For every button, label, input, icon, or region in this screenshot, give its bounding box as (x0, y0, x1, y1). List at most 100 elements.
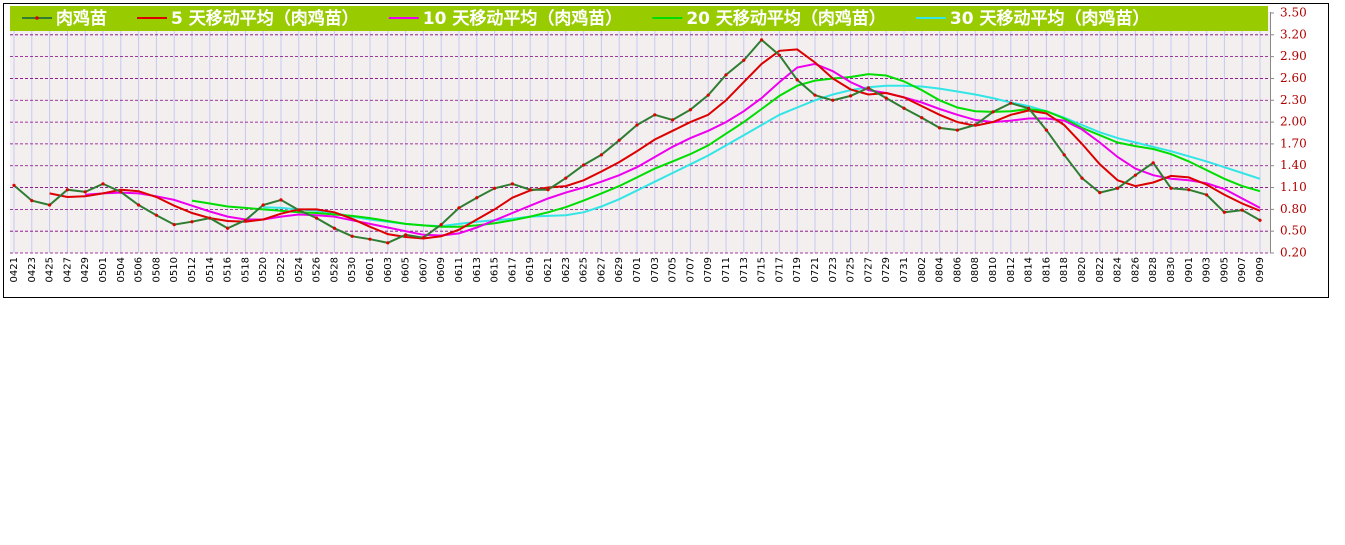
data-point (457, 206, 461, 210)
x-tick-label: 0729 (881, 257, 892, 282)
data-point (1222, 210, 1226, 214)
data-point (1027, 106, 1031, 110)
x-tick-label: 0909 (1255, 257, 1266, 282)
x-tick-label: 0703 (650, 257, 661, 282)
x-tick-label: 0524 (294, 257, 305, 282)
x-tick-label: 0723 (828, 257, 839, 282)
x-tick-label: 0828 (1148, 257, 1159, 282)
x-tick-label: 0715 (757, 257, 768, 282)
data-point (528, 188, 532, 192)
data-point (849, 94, 853, 98)
data-point (421, 236, 425, 240)
x-tick-label: 0822 (1095, 257, 1106, 282)
x-tick-label: 0611 (454, 257, 465, 282)
x-tick-label: 0623 (561, 257, 572, 282)
x-tick-label: 0629 (614, 257, 625, 282)
x-tick-label: 0619 (525, 257, 536, 282)
data-point (831, 98, 835, 102)
data-point (119, 190, 123, 194)
x-tick-label: 0520 (258, 257, 269, 282)
x-tick-label: 0605 (401, 257, 412, 282)
data-point (65, 188, 69, 192)
data-point (350, 234, 354, 238)
x-tick-label: 0709 (703, 257, 714, 282)
data-point (671, 118, 675, 122)
x-tick-label: 0903 (1202, 257, 1213, 282)
x-tick-label: 0818 (1059, 257, 1070, 282)
data-point (955, 128, 960, 132)
x-tick-label: 0721 (810, 257, 821, 282)
data-point (635, 123, 639, 127)
data-point (884, 96, 888, 100)
x-tick-label: 0727 (863, 257, 874, 282)
x-tick-label: 0508 (151, 257, 162, 282)
y-tick-label: 2.60 (1280, 71, 1307, 85)
x-tick-label: 0707 (685, 257, 696, 282)
x-tick-label: 0711 (721, 257, 732, 282)
data-point (938, 126, 942, 130)
data-point (137, 203, 141, 207)
data-point (368, 237, 372, 241)
x-tick-label: 0824 (1113, 257, 1124, 282)
x-tick-label: 0816 (1041, 257, 1052, 282)
y-tick-label: 1.70 (1280, 136, 1307, 150)
data-point (83, 190, 87, 194)
legend-label: 5 天移动平均（肉鸡苗） (171, 8, 359, 29)
series-line (191, 73, 1261, 228)
data-point (332, 226, 336, 230)
y-tick-label: 3.20 (1280, 27, 1307, 41)
data-point (1116, 186, 1120, 190)
x-tick-label: 0425 (45, 257, 56, 282)
x-tick-label: 0725 (846, 257, 857, 282)
data-point (1080, 176, 1084, 180)
data-point (279, 198, 283, 202)
plot-area (10, 12, 1270, 253)
x-tick-label: 0901 (1184, 257, 1195, 282)
data-point (706, 93, 710, 97)
data-point (101, 182, 105, 186)
x-tick-label: 0528 (329, 257, 340, 282)
x-tick-label: 0705 (668, 257, 679, 282)
legend-label: 10 天移动平均（肉鸡苗） (423, 8, 623, 29)
x-tick-label: 0423 (27, 257, 38, 282)
data-point (1240, 208, 1244, 212)
data-point (795, 78, 799, 82)
legend-label: 肉鸡苗 (56, 8, 107, 29)
x-tick-label: 0516 (223, 257, 234, 282)
x-tick-label: 0601 (365, 257, 376, 282)
x-tick-label: 0717 (774, 257, 785, 282)
data-point (564, 176, 568, 180)
data-point (404, 233, 408, 237)
y-tick-label: 0.20 (1280, 246, 1307, 260)
x-tick-label: 0506 (134, 257, 145, 282)
series-line (49, 48, 1261, 240)
data-point (1187, 188, 1191, 192)
data-point (760, 38, 764, 42)
data-point (208, 216, 212, 220)
data-point (439, 223, 443, 227)
x-tick-label: 0613 (472, 257, 483, 282)
series-line (85, 62, 1261, 237)
x-tick-label: 0806 (952, 257, 963, 282)
x-tick-label: 0907 (1237, 257, 1248, 282)
data-point (510, 182, 514, 186)
x-tick-label: 0617 (507, 257, 518, 282)
data-point (190, 220, 194, 224)
data-point (742, 58, 746, 62)
data-point (1044, 128, 1048, 132)
x-tick-label: 0719 (792, 257, 803, 282)
x-tick-label: 0830 (1166, 257, 1177, 282)
x-tick-label: 0810 (988, 257, 999, 282)
data-point (386, 241, 390, 245)
x-tick-label: 0820 (1077, 257, 1088, 282)
data-point (297, 208, 301, 212)
legend-bar (10, 6, 1268, 31)
data-point (991, 110, 995, 114)
y-tick-label: 1.40 (1280, 158, 1307, 172)
data-point (30, 199, 34, 203)
x-tick-label: 0603 (383, 257, 394, 282)
x-tick-label: 0804 (935, 257, 946, 282)
y-tick-label: 1.10 (1280, 180, 1307, 194)
